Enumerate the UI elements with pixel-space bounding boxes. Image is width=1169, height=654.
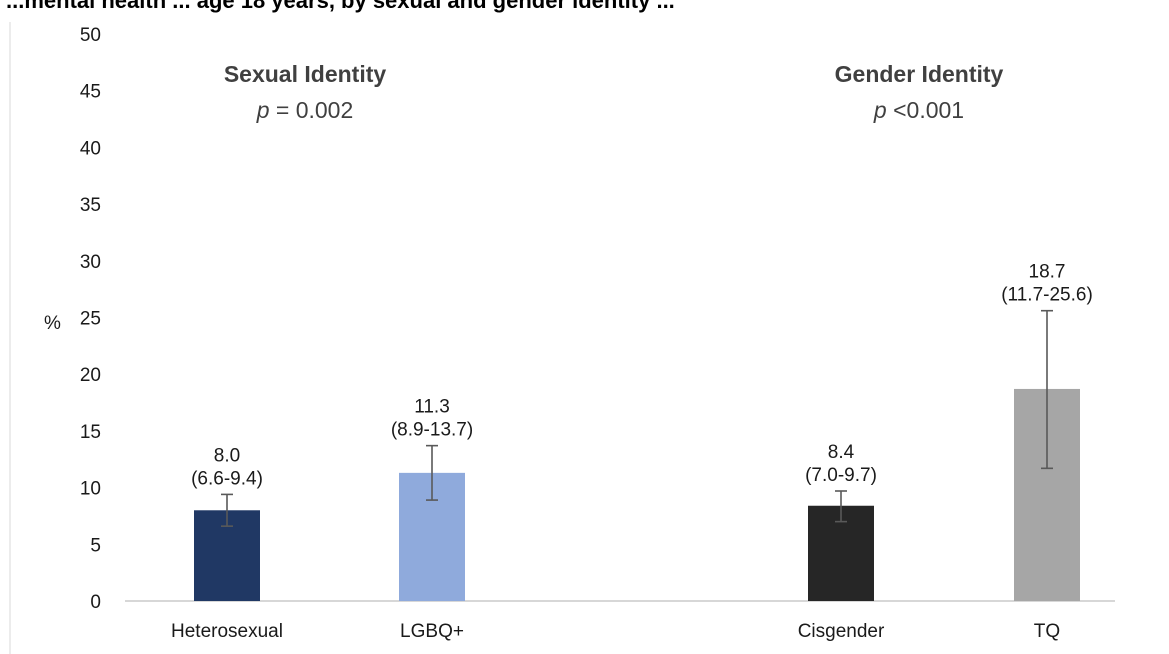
chart-title: ...mental health ... age 18 years, by se… xyxy=(6,0,675,13)
ci-label: (6.6-9.4) xyxy=(191,468,263,489)
p-symbol: p xyxy=(873,97,887,123)
p-value: <0.001 xyxy=(887,97,964,123)
value-label: 18.7 xyxy=(1029,262,1066,283)
y-tick-label: 45 xyxy=(80,82,101,103)
y-tick-label: 5 xyxy=(90,535,101,556)
y-tick-label: 15 xyxy=(80,422,101,443)
group-title: Sexual Identity xyxy=(224,61,387,87)
group-title: Gender Identity xyxy=(835,61,1004,87)
error-bar xyxy=(1041,309,1053,470)
category-label: TQ xyxy=(1034,621,1060,642)
y-tick-label: 40 xyxy=(80,138,101,159)
y-tick-label: 30 xyxy=(80,252,101,273)
error-bar xyxy=(835,490,847,523)
y-tick-label: 25 xyxy=(80,309,101,330)
category-label: Heterosexual xyxy=(171,621,283,642)
group-titles: Sexual Identity p = 0.002 Gender Identity p… xyxy=(224,61,1004,123)
error-bar xyxy=(221,493,233,527)
value-label: 8.0 xyxy=(214,445,240,466)
value-label: 8.4 xyxy=(828,442,855,463)
ci-label: (8.9-13.7) xyxy=(391,420,473,441)
y-axis-label: % xyxy=(44,313,61,334)
y-tick-label: 10 xyxy=(80,479,101,500)
p-symbol: p xyxy=(256,97,270,123)
ci-label: (11.7-25.6) xyxy=(1001,285,1093,306)
y-tick-label: 50 xyxy=(80,25,101,46)
error-bar xyxy=(426,444,438,501)
category-label: LGBQ+ xyxy=(400,621,464,642)
p-value-label: p = 0.002 xyxy=(256,97,354,123)
category-label: Cisgender xyxy=(798,621,885,642)
error-bars xyxy=(221,309,1053,527)
value-labels: 8.0(6.6-9.4) 11.3(8.9-13.7) 8.4(7.0-9.7) 18… xyxy=(191,262,1093,490)
p-value: = 0.002 xyxy=(270,97,354,123)
y-axis-ticks: 0 5 10 15 20 25 30 35 40 45 50 xyxy=(80,25,101,613)
category-labels: Heterosexual LGBQ+ Cisgender TQ xyxy=(171,621,1060,642)
bars xyxy=(194,388,1080,601)
y-tick-label: 35 xyxy=(80,195,101,216)
y-tick-label: 20 xyxy=(80,365,101,386)
y-tick-label: 0 xyxy=(90,592,101,613)
value-label: 11.3 xyxy=(414,397,450,418)
ci-label: (7.0-9.7) xyxy=(805,465,877,486)
p-value-label: p <0.001 xyxy=(873,97,964,123)
